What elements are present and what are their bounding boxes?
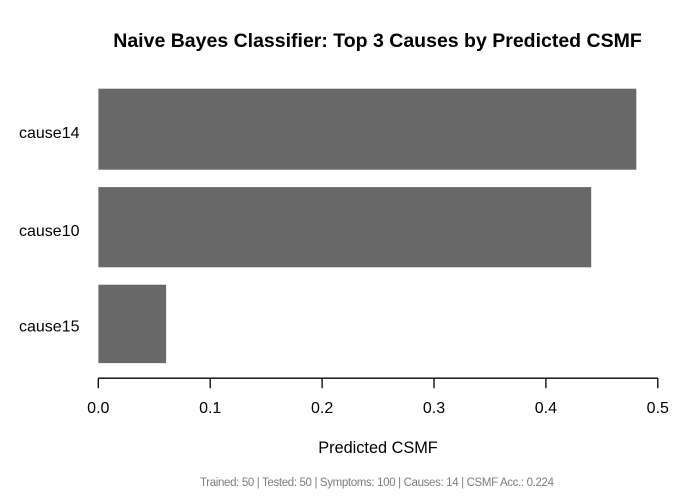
svg-text:cause10: cause10 [19, 223, 80, 240]
svg-text:0.5: 0.5 [647, 400, 669, 417]
svg-text:Predicted CSMF: Predicted CSMF [318, 439, 437, 457]
svg-text:Naive Bayes Classifier: Top 3: Naive Bayes Classifier: Top 3 Causes by … [113, 30, 642, 52]
svg-text:0.2: 0.2 [311, 400, 333, 417]
svg-text:0.3: 0.3 [423, 400, 445, 417]
svg-text:0.1: 0.1 [199, 400, 221, 417]
svg-text:Trained: 50 | Tested: 50 | Sym: Trained: 50 | Tested: 50 | Symptoms: 100… [200, 477, 555, 489]
svg-text:0.0: 0.0 [87, 400, 109, 417]
svg-text:cause15: cause15 [19, 319, 80, 336]
svg-text:0.4: 0.4 [535, 400, 557, 417]
svg-text:cause14: cause14 [19, 125, 80, 142]
